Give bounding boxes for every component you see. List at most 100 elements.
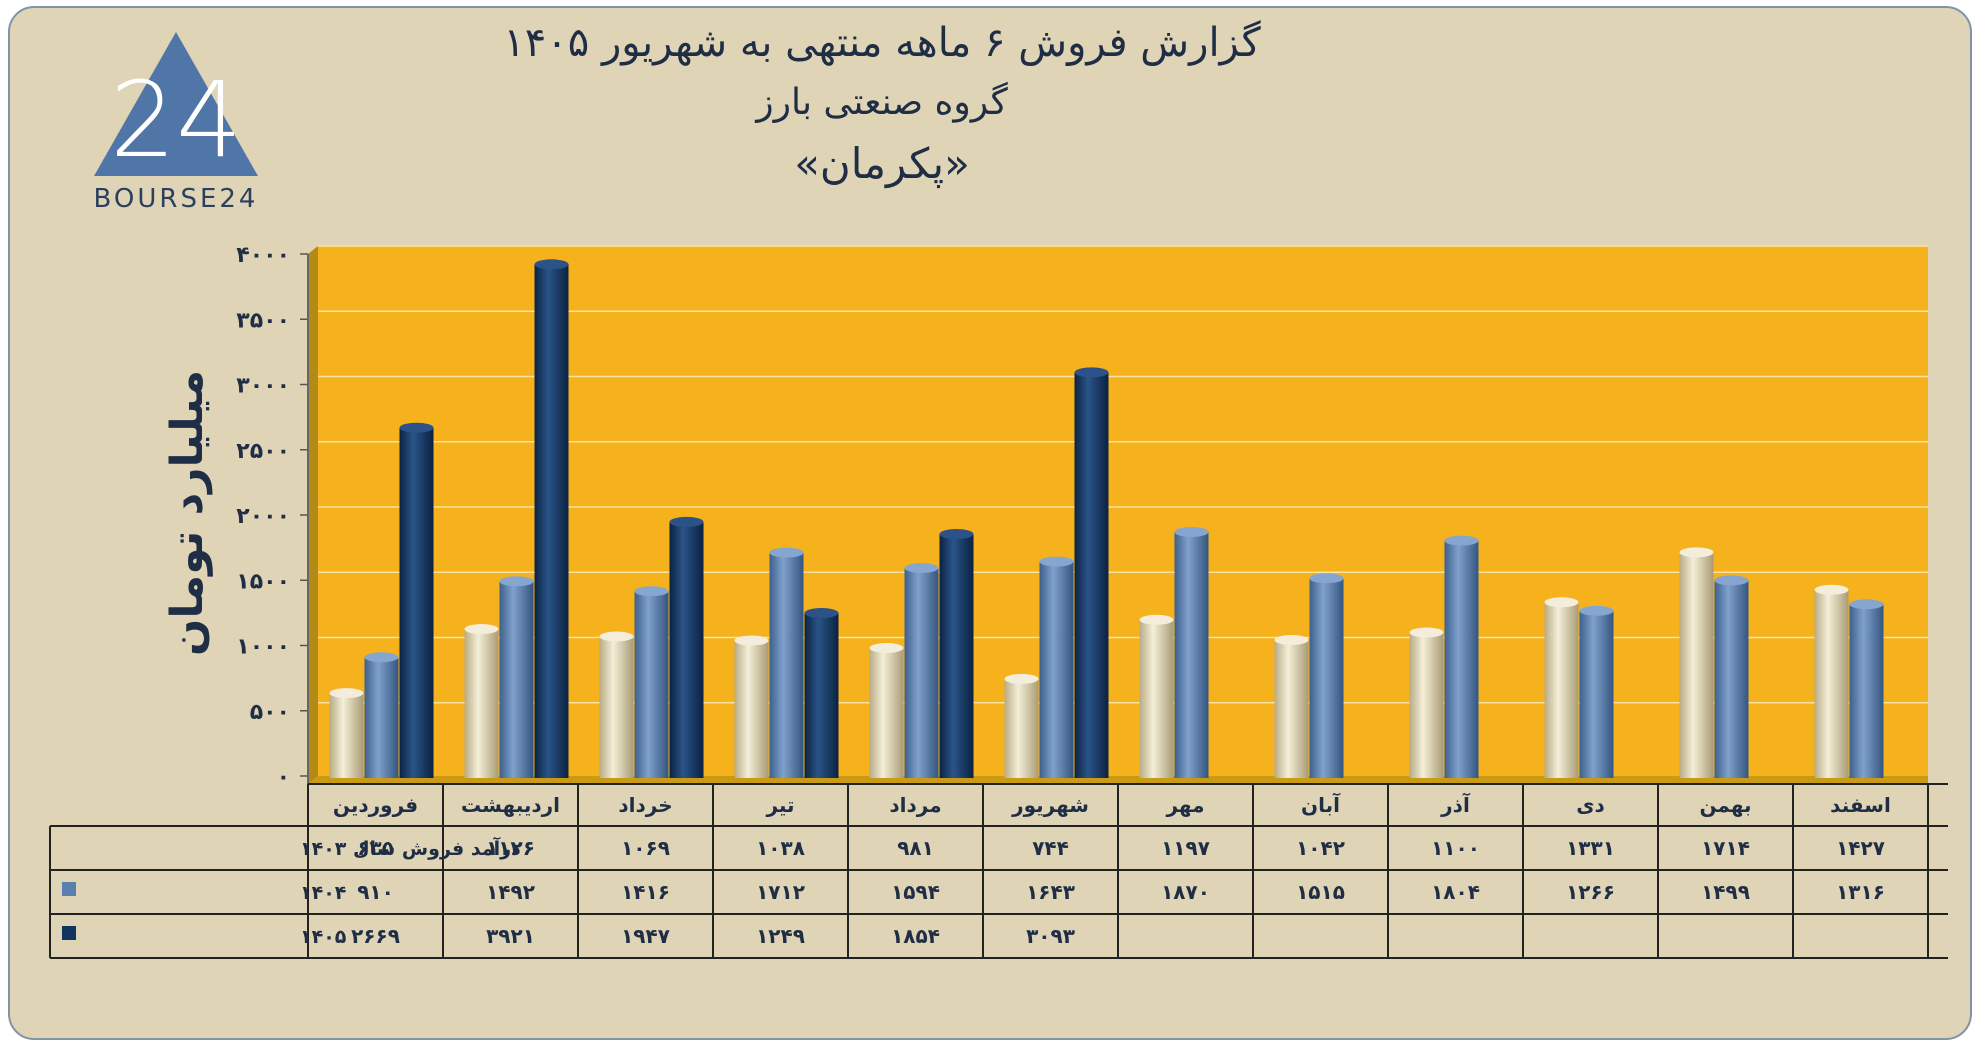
bar-1-6: [1004, 678, 1039, 778]
logo-triangle: [94, 32, 258, 176]
y-tick-label: ۱۰۰۰: [236, 635, 290, 660]
bar-cap: [1039, 556, 1074, 567]
data-label: ۲۶۶۹: [351, 924, 400, 948]
chart-subtitle: گروه صنعتی بارز: [754, 81, 1008, 123]
bar-cap: [364, 652, 399, 663]
bar-cap: [939, 529, 974, 540]
bar-2-5: [904, 567, 939, 778]
data-label: ۳۰۹۳: [1026, 924, 1075, 948]
logo-mark: 24: [110, 59, 242, 181]
data-label: ۳۹۲۱: [486, 924, 535, 948]
series-name: ۱۴۰۴: [300, 882, 346, 904]
category-label: مهر: [1165, 793, 1204, 817]
legend-swatch: [62, 926, 76, 940]
bar-3-4: [804, 613, 839, 778]
chart-frame: گزارش فروش ۶ ماهه منتهی به شهریور ۱۴۰۵ گر…: [8, 6, 1972, 1040]
bar-2-3: [634, 591, 669, 778]
bar-2-10: [1579, 610, 1614, 778]
category-label: تیر: [765, 793, 794, 817]
bar-1-7: [1139, 619, 1174, 778]
data-label: ۱۵۹۴: [891, 880, 940, 904]
bar-3-1: [399, 427, 434, 778]
y-tick-label: ۲۵۰۰: [236, 439, 290, 464]
bar-2-8: [1309, 578, 1344, 778]
data-label: ۱۸۵۴: [891, 924, 940, 948]
data-label: ۱۲۶۶: [1566, 880, 1615, 904]
y-axis-label: میلیارد تومان: [162, 370, 213, 656]
bar-cap: [769, 547, 804, 558]
bar-cap: [1174, 526, 1209, 537]
data-label: ۱۸۰۴: [1431, 880, 1480, 904]
y-tick-label: ۲۰۰۰: [236, 504, 290, 529]
bar-1-12: [1814, 589, 1849, 778]
bar-cap: [804, 608, 839, 619]
data-label: ۱۳۳۱: [1566, 836, 1615, 860]
data-label: ۷۴۴: [1032, 836, 1069, 860]
y-tick-label: ۱۵۰۰: [236, 569, 290, 594]
category-label: آبان: [1301, 792, 1341, 817]
bar-cap: [1004, 673, 1039, 684]
data-label: ۱۰۳۸: [756, 836, 805, 860]
data-label: ۱۴۹۲: [486, 880, 535, 904]
category-label: آذر: [1440, 792, 1471, 817]
bar-1-10: [1544, 602, 1579, 778]
category-label: اردیبهشت: [461, 793, 560, 817]
data-label: ۱۴۲۷: [1836, 836, 1885, 860]
data-label: ۱۴۹۹: [1701, 880, 1750, 904]
bar-cap: [1274, 635, 1309, 646]
legend-swatch: [62, 882, 76, 896]
bar-cap: [904, 562, 939, 573]
data-label: ۱۴۱۶: [621, 880, 670, 904]
bar-cap: [869, 642, 904, 653]
bar-cap: [669, 516, 704, 527]
category-label: اسفند: [1830, 793, 1891, 817]
bar-1-11: [1679, 552, 1714, 778]
bar-2-6: [1039, 561, 1074, 778]
bar-3-2: [534, 264, 569, 778]
bar-2-12: [1849, 604, 1884, 778]
series-name: درآمد فروش سال ۱۴۰۳: [300, 836, 521, 860]
bar-cap: [1714, 575, 1749, 586]
y-tick-label: ۰: [277, 765, 290, 790]
category-label: بهمن: [1699, 793, 1751, 817]
y-tick-label: ۳۵۰۰: [236, 308, 290, 333]
bar-1-2: [464, 629, 499, 778]
bar-cap: [1139, 614, 1174, 625]
category-label: خرداد: [618, 793, 672, 817]
data-label: ۱۱۹۷: [1161, 836, 1210, 860]
y-tick-label: ۴۰۰۰: [236, 243, 290, 268]
bar-3-6: [1074, 372, 1109, 778]
company-name: «پکرمان»: [794, 139, 970, 189]
plot-floor: [308, 776, 1928, 784]
plot-side-wall: [308, 246, 318, 784]
bar-cap: [1849, 599, 1884, 610]
bar-cap: [1814, 584, 1849, 595]
plot-background: [318, 246, 1928, 776]
data-label: ۹۱۰: [357, 880, 394, 904]
bar-cap: [1074, 367, 1109, 378]
data-label: ۱۵۱۵: [1296, 880, 1345, 904]
bar-cap: [534, 259, 569, 270]
bar-3-3: [669, 521, 704, 778]
series-name: ۱۴۰۵: [300, 926, 347, 948]
data-label: ۹۸۱: [897, 836, 934, 860]
bar-cap: [634, 586, 669, 597]
data-label: ۱۸۷۰: [1161, 880, 1210, 904]
logo-text: BOURSE24: [94, 184, 259, 214]
bar-cap: [734, 635, 769, 646]
data-label: ۱۰۶۹: [621, 836, 670, 860]
data-label: ۶۳۵: [357, 836, 394, 860]
data-label: ۱۰۴۲: [1296, 836, 1345, 860]
category-label: دی: [1576, 793, 1605, 817]
bar-cap: [1444, 535, 1479, 546]
bar-cap: [499, 576, 534, 587]
bar-1-1: [329, 693, 364, 778]
bar-cap: [329, 688, 364, 699]
category-label: مرداد: [889, 793, 941, 817]
data-label: ۱۳۱۶: [1836, 880, 1885, 904]
data-label: ۱۲۴۹: [756, 924, 805, 948]
data-label: ۱۶۴۳: [1026, 880, 1075, 904]
bar-cap: [464, 624, 499, 635]
bar-cap: [1309, 573, 1344, 584]
chart-canvas: گزارش فروش ۶ ماهه منتهی به شهریور ۱۴۰۵ گر…: [49, 20, 1948, 959]
